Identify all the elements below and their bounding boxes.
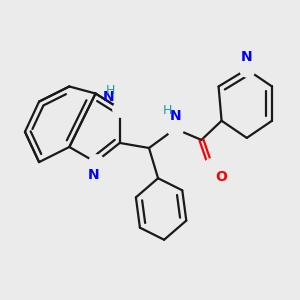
- Text: H: H: [163, 104, 172, 117]
- Text: N: N: [88, 168, 99, 182]
- Text: H: H: [105, 84, 115, 97]
- Text: N: N: [241, 50, 253, 64]
- Text: N: N: [169, 109, 181, 123]
- Text: O: O: [215, 170, 227, 184]
- Text: N: N: [103, 90, 115, 104]
